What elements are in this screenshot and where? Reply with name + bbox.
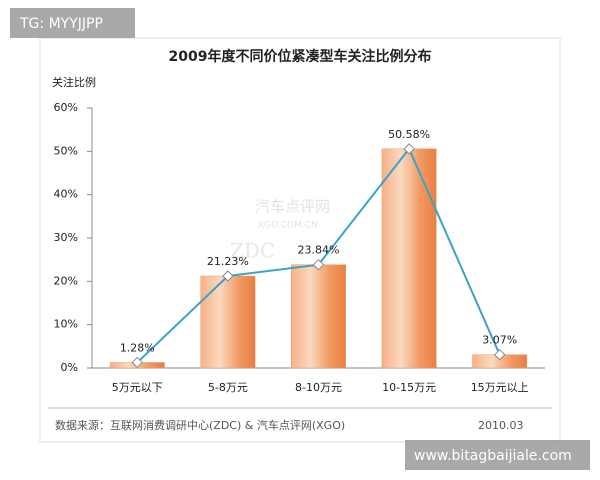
y-tick-label: 50% [54, 144, 78, 157]
x-tick-label: 5万元以下 [112, 381, 163, 394]
value-label: 21.23% [207, 255, 249, 268]
x-tick-label: 8-10万元 [295, 381, 342, 394]
value-label: 1.28% [120, 341, 155, 354]
value-label: 23.84% [298, 244, 340, 257]
line-marker [222, 270, 234, 282]
chart-frame [39, 37, 561, 443]
bar [291, 264, 346, 369]
y-axis-label: 关注比例 [52, 75, 96, 89]
line-marker [131, 356, 144, 369]
y-tick-label: 10% [54, 318, 78, 331]
value-label: 50.58% [388, 128, 430, 141]
watermark: www.bitagbaijiale.com [414, 448, 572, 464]
chart-title: 2009年度不同价位紧凑型车关注比例分布 [169, 48, 432, 65]
x-tick-label: 5-8万元 [208, 381, 248, 394]
y-tick-label: 60% [54, 101, 78, 114]
y-tick-label: 30% [54, 231, 78, 244]
source: 数据来源：互联网消费调研中心(ZDC) & 汽车点评网(XGO) [55, 418, 345, 432]
bar [381, 148, 437, 369]
logo-text: XGO.COM.CN [258, 221, 318, 231]
line-marker [312, 258, 325, 271]
logo-text: ZDC [230, 239, 275, 263]
watermark-box [10, 8, 135, 38]
watermark: TG: MYYJJPP [19, 16, 103, 32]
bar [200, 275, 256, 369]
y-tick-label: 0% [61, 361, 78, 374]
watermark-box [405, 440, 590, 470]
x-tick-label: 15万元以上 [471, 381, 529, 394]
y-tick-label: 40% [54, 188, 78, 201]
line-marker [493, 348, 506, 361]
value-label: 3.07% [482, 334, 517, 347]
date: 2010.03 [478, 419, 524, 432]
line-marker [403, 143, 415, 155]
y-tick-label: 20% [54, 274, 78, 287]
x-tick-label: 10-15万元 [382, 381, 436, 394]
logo-text: 汽车点评网 [255, 198, 330, 216]
